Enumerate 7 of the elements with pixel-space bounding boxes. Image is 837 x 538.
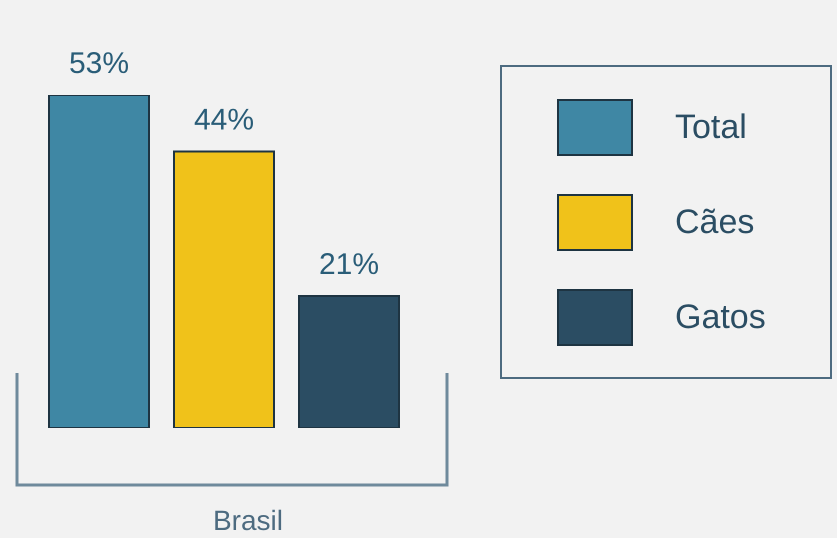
legend-label: Total [675, 108, 747, 146]
data-label: 44% [194, 104, 254, 137]
data-label: 21% [318, 248, 380, 282]
legend-label: Gatos [675, 298, 766, 336]
legend-label: Cães [675, 202, 754, 242]
x-axis-title: Brasil [212, 505, 284, 536]
data-label: 53% [68, 47, 130, 80]
